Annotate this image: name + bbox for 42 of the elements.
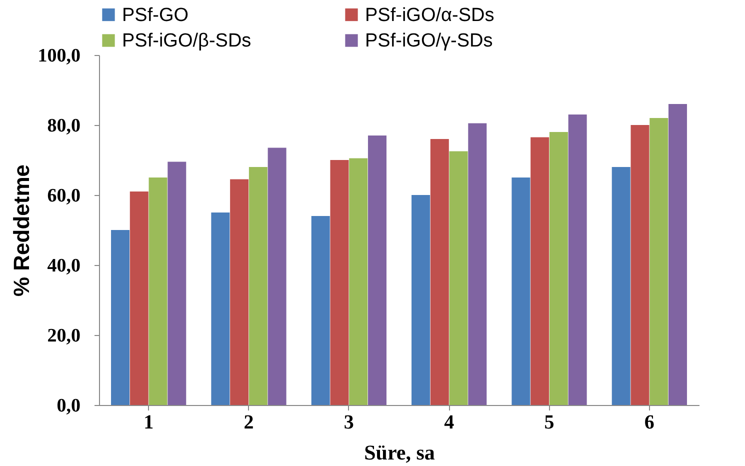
y-tick-label: 40,0 <box>47 256 80 276</box>
y-tick-label: 80,0 <box>47 116 80 136</box>
bar <box>568 114 587 405</box>
bar <box>650 118 668 405</box>
bar <box>449 151 468 405</box>
y-tick-label: 60,0 <box>47 186 80 206</box>
bar <box>349 158 368 405</box>
x-tick-label: 2 <box>244 412 254 434</box>
legend-label: PSf-iGO/β-SDs <box>122 30 252 52</box>
x-tick-label: 5 <box>544 412 554 434</box>
bar <box>549 132 568 405</box>
y-axis-title: % Reddetme <box>8 164 34 297</box>
bar <box>148 178 168 405</box>
bar <box>630 125 650 405</box>
legend-label: PSf-iGO/γ-SDs <box>365 30 493 52</box>
bar <box>311 216 330 405</box>
bar <box>468 123 487 405</box>
bar <box>111 230 130 405</box>
y-tick-label: 20,0 <box>47 326 80 346</box>
bar <box>268 148 286 405</box>
bar <box>512 178 530 405</box>
bar <box>211 212 230 405</box>
legend-label: PSf-iGO/α-SDs <box>365 4 494 26</box>
bar <box>412 195 430 405</box>
x-tick-label: 6 <box>644 412 654 434</box>
bar <box>130 192 148 405</box>
bar <box>168 162 186 405</box>
bar <box>248 167 268 405</box>
bar <box>230 179 249 405</box>
bar <box>430 139 449 405</box>
x-axis-title: Süre, sa <box>364 440 436 464</box>
y-tick-label: 0,0 <box>56 396 80 416</box>
bar <box>330 160 349 405</box>
x-tick-label: 1 <box>144 412 154 434</box>
y-tick-label: 100,0 <box>38 46 80 66</box>
x-tick-label: 3 <box>344 412 354 434</box>
bar <box>530 137 550 405</box>
legend-label: PSf-GO <box>122 4 189 26</box>
bar <box>668 104 687 405</box>
bar <box>368 136 386 405</box>
bar <box>612 167 630 405</box>
x-tick-label: 4 <box>444 412 454 434</box>
